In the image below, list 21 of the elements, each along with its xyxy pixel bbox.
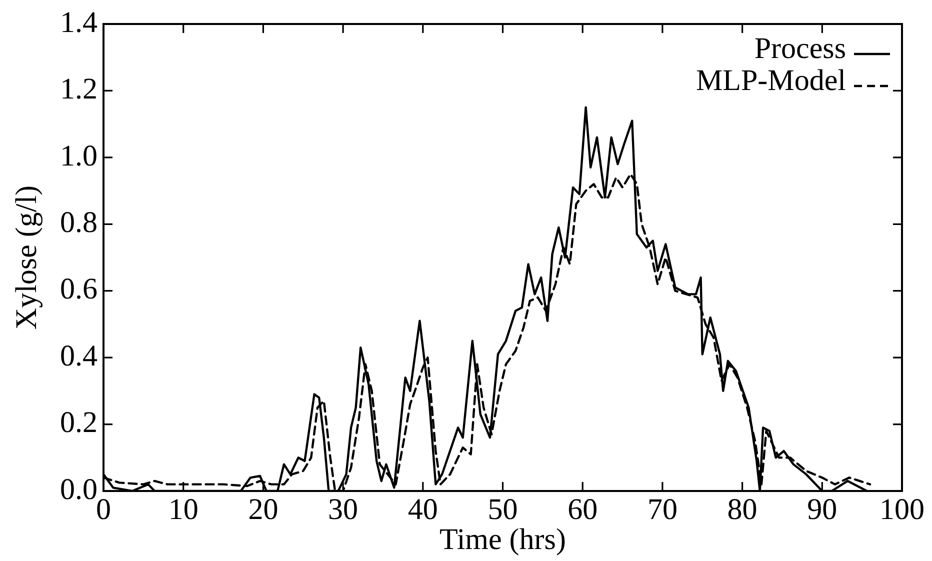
y-tick-label: 0.4 [60,339,98,372]
y-tick-label: 0.8 [60,206,98,240]
y-tick-label: 1.2 [60,72,98,106]
x-tick-label: 60 [568,492,598,526]
x-tick-label: 90 [807,492,838,526]
y-axis-title: Xylose (g/l) [10,185,43,330]
x-tick-label: 70 [647,492,678,526]
x-tick-label: 20 [248,492,278,526]
x-tick-label: 30 [328,492,358,526]
x-tick-label: 10 [168,492,198,526]
x-tick-label: 100 [880,492,924,526]
y-tick-label: 1.4 [60,6,98,39]
legend-label: Process [754,32,846,65]
y-tick-label: 0.0 [60,472,98,506]
y-tick-label: 0.2 [60,406,98,440]
y-tick-label: 1.0 [60,139,98,172]
x-tick-label: 80 [727,492,758,526]
x-tick-label: 0 [96,492,111,526]
legend-label: MLP-Model [696,64,846,97]
y-tick-label: 0.6 [60,272,98,306]
x-tick-label: 40 [408,492,438,526]
